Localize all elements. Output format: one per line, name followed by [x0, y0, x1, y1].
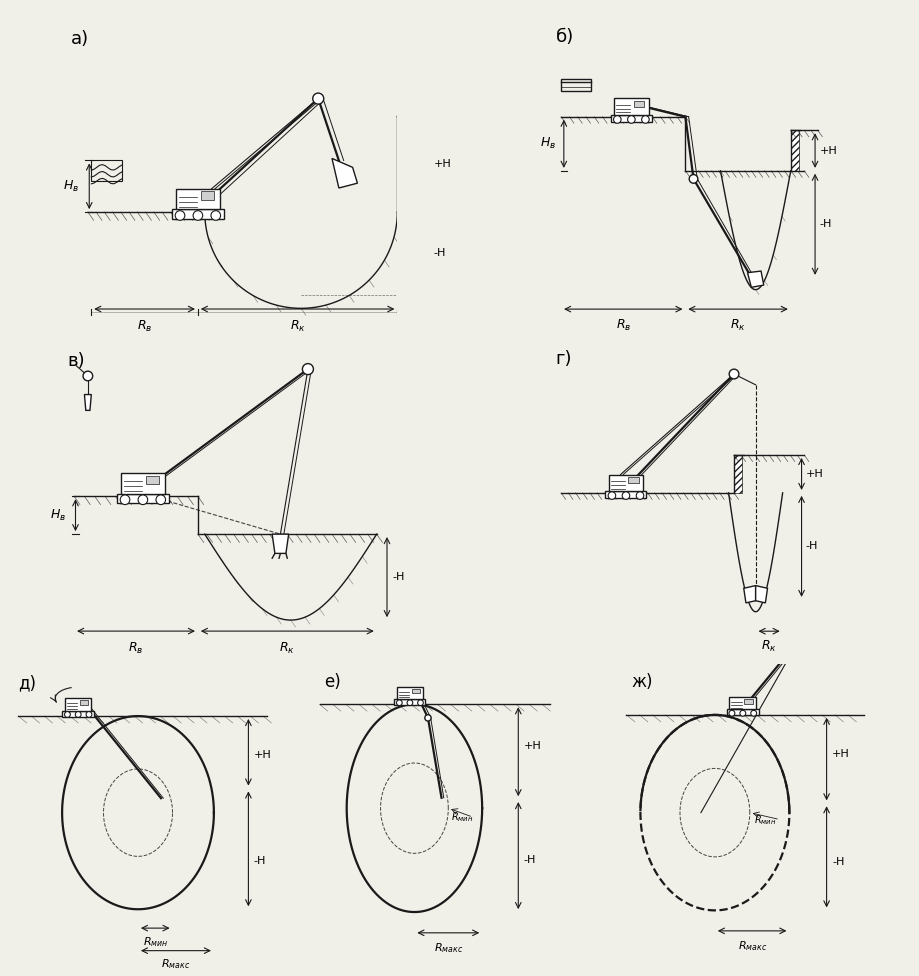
- Text: $R_{макс}$: $R_{макс}$: [737, 939, 766, 953]
- Text: $R_{м и н}$: $R_{м и н}$: [450, 810, 472, 824]
- Circle shape: [636, 492, 643, 500]
- Text: +H: +H: [819, 145, 836, 155]
- Text: -H: -H: [805, 542, 817, 551]
- Circle shape: [688, 175, 698, 183]
- Bar: [396, 687, 423, 699]
- Bar: [91, 160, 122, 182]
- Text: -H: -H: [392, 572, 404, 582]
- Text: е): е): [323, 672, 340, 691]
- Text: $R_{макс}$: $R_{макс}$: [433, 941, 462, 955]
- Bar: [65, 698, 91, 711]
- Circle shape: [120, 495, 130, 505]
- Text: ж): ж): [630, 673, 652, 691]
- Circle shape: [210, 211, 221, 221]
- Bar: [729, 697, 755, 710]
- Polygon shape: [272, 534, 289, 553]
- Text: -H: -H: [832, 857, 844, 867]
- Text: а): а): [71, 30, 89, 48]
- Polygon shape: [743, 586, 754, 603]
- Polygon shape: [754, 586, 766, 603]
- Text: +H: +H: [433, 159, 451, 169]
- Text: $R_к$: $R_к$: [279, 640, 295, 656]
- Text: г): г): [555, 349, 572, 368]
- Circle shape: [406, 700, 413, 706]
- Circle shape: [795, 637, 801, 643]
- Text: +H: +H: [832, 749, 849, 759]
- Circle shape: [641, 116, 649, 123]
- Bar: [610, 114, 652, 122]
- Bar: [62, 711, 94, 716]
- Polygon shape: [332, 158, 357, 188]
- Text: $R_в$: $R_в$: [137, 318, 153, 334]
- Bar: [117, 494, 169, 504]
- Circle shape: [312, 93, 323, 104]
- Circle shape: [138, 495, 148, 505]
- Circle shape: [156, 495, 165, 505]
- Text: в): в): [67, 352, 85, 370]
- Text: -H: -H: [523, 855, 536, 865]
- Circle shape: [607, 492, 615, 500]
- Bar: [120, 473, 165, 494]
- Polygon shape: [397, 116, 407, 212]
- Text: +H: +H: [523, 741, 541, 751]
- Circle shape: [83, 371, 93, 381]
- Circle shape: [621, 492, 630, 500]
- Circle shape: [750, 711, 755, 716]
- Text: +H: +H: [254, 750, 271, 759]
- Bar: [605, 491, 646, 499]
- Bar: [200, 191, 214, 200]
- Polygon shape: [85, 394, 91, 410]
- Circle shape: [175, 211, 185, 221]
- Text: $R_в$: $R_в$: [615, 318, 630, 333]
- Circle shape: [193, 211, 202, 221]
- Bar: [613, 99, 648, 114]
- Circle shape: [302, 364, 313, 375]
- Text: -H: -H: [254, 856, 266, 866]
- Polygon shape: [790, 130, 798, 171]
- Bar: [608, 474, 642, 491]
- Bar: [176, 188, 220, 209]
- Text: д): д): [18, 674, 37, 693]
- Bar: [80, 700, 88, 705]
- Bar: [394, 699, 425, 705]
- Polygon shape: [747, 271, 763, 287]
- Circle shape: [627, 116, 634, 123]
- Circle shape: [396, 700, 402, 706]
- Text: $R_{мин}$: $R_{мин}$: [142, 935, 168, 950]
- Circle shape: [64, 712, 70, 717]
- Circle shape: [86, 712, 92, 717]
- Bar: [726, 710, 758, 715]
- Bar: [145, 475, 159, 484]
- Bar: [633, 101, 643, 107]
- Text: $R_{мин}$: $R_{мин}$: [753, 813, 776, 827]
- Bar: [561, 79, 590, 92]
- Circle shape: [417, 700, 423, 706]
- Text: $R_к$: $R_к$: [730, 318, 745, 333]
- Bar: [172, 209, 224, 219]
- Polygon shape: [733, 455, 742, 493]
- Circle shape: [729, 369, 738, 379]
- Circle shape: [739, 711, 745, 716]
- Text: $R_к$: $R_к$: [760, 638, 777, 654]
- Text: $R_в$: $R_в$: [128, 640, 143, 656]
- Bar: [411, 688, 419, 693]
- Text: $H_в$: $H_в$: [62, 179, 79, 194]
- Text: $H_в$: $H_в$: [539, 137, 556, 151]
- Circle shape: [613, 116, 620, 123]
- Text: $H_в$: $H_в$: [50, 508, 66, 523]
- Text: -H: -H: [819, 220, 831, 229]
- Circle shape: [728, 711, 734, 716]
- Text: б): б): [555, 27, 573, 46]
- Circle shape: [75, 712, 81, 717]
- Text: -H: -H: [433, 248, 446, 259]
- Text: +H: +H: [805, 469, 823, 479]
- Bar: [628, 476, 638, 483]
- Text: $R_{макс}$: $R_{макс}$: [161, 957, 190, 971]
- Bar: [743, 699, 752, 704]
- Text: $R_к$: $R_к$: [289, 318, 305, 334]
- Circle shape: [425, 714, 431, 721]
